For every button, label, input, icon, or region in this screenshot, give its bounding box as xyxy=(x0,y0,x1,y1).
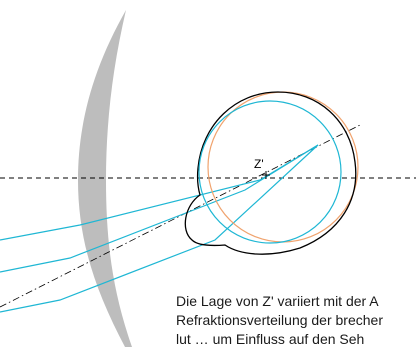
ray-middle xyxy=(0,144,319,273)
caption-line-2: Refraktionsverteilung der brecher xyxy=(176,312,383,328)
ray-upper xyxy=(0,144,319,241)
caption-line-1: Die Lage von Z' variiert mit der A xyxy=(176,293,379,309)
label-z-prime: Z' xyxy=(254,157,264,171)
caption-line-3: lut … um Einfluss auf den Seh xyxy=(176,331,365,347)
cyan-circle xyxy=(198,100,342,244)
lens-shape xyxy=(78,10,132,347)
caption: Die Lage von Z' variiert mit der A Refra… xyxy=(176,292,416,347)
ray-lower xyxy=(0,144,319,313)
eye-contour-black xyxy=(184,91,357,255)
